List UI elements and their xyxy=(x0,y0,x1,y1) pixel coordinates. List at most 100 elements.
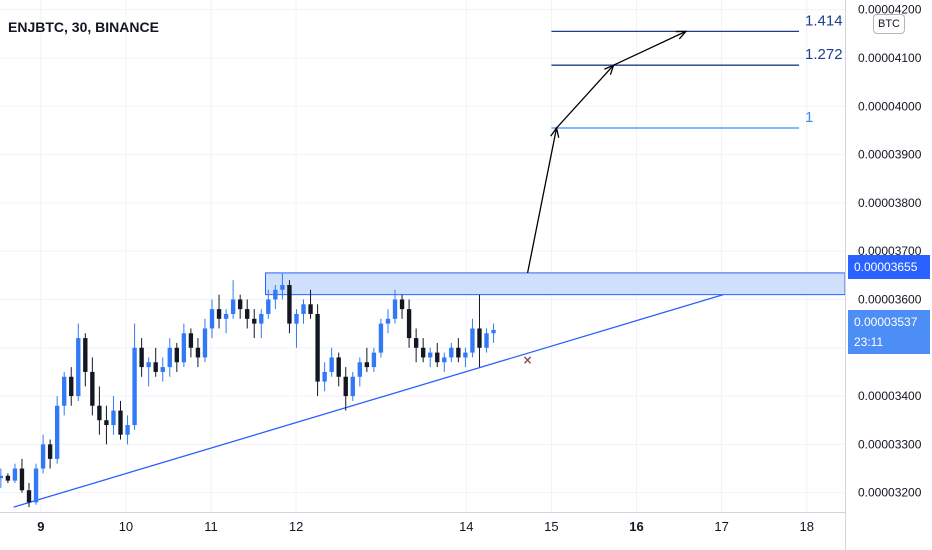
candle-body xyxy=(315,313,320,382)
y-tick-label: 0.00004100 xyxy=(858,51,922,65)
candle-body xyxy=(54,405,60,459)
current-price-tag: 0.00003537 23:11 xyxy=(848,310,930,354)
candle-body xyxy=(237,299,243,310)
candle-body xyxy=(0,475,4,479)
current-price-label: 0.00003537 xyxy=(854,315,918,329)
x-tick-label: 10 xyxy=(119,519,133,534)
candle-body xyxy=(470,328,475,353)
candle-body xyxy=(195,347,201,358)
currency-button[interactable]: BTC xyxy=(873,14,905,34)
y-tick-label: 0.00004000 xyxy=(858,99,922,113)
candle-body xyxy=(139,347,144,368)
candle-body xyxy=(378,323,384,353)
candle-body xyxy=(259,313,264,324)
resistance-zone-rect xyxy=(264,272,846,296)
x-tick-label: 14 xyxy=(459,519,473,534)
bar-countdown-label: 23:11 xyxy=(854,335,884,349)
support-trendline xyxy=(13,294,724,508)
projection-arrow-line xyxy=(613,30,687,66)
candle-body xyxy=(62,376,67,406)
candle-body xyxy=(456,347,461,358)
candle-body xyxy=(160,367,165,372)
support-trendline-line xyxy=(13,294,724,508)
y-tick-label: 0.00003200 xyxy=(858,486,922,500)
candle-body xyxy=(428,352,433,358)
fib-level-label: 1 xyxy=(805,109,813,126)
fib-level-label: 1.414 xyxy=(805,12,843,29)
candle-body xyxy=(181,333,187,363)
candle-body xyxy=(252,318,257,324)
candle-body xyxy=(463,352,468,358)
candle-body xyxy=(188,333,194,348)
candle-body xyxy=(118,410,123,435)
candle-body xyxy=(420,347,426,358)
x-tick-label: 16 xyxy=(629,519,643,534)
x-tick-label: 9 xyxy=(37,519,44,534)
candle-body xyxy=(329,357,334,372)
candle-body xyxy=(435,352,440,363)
candle-body xyxy=(413,338,419,348)
candle-body xyxy=(230,299,236,314)
candle-body xyxy=(442,357,447,363)
x-tick-label: 11 xyxy=(204,519,218,534)
candle-body xyxy=(33,468,39,503)
candle-body xyxy=(104,420,109,426)
candle-body xyxy=(350,376,355,397)
axes xyxy=(0,0,846,550)
candle-body xyxy=(69,376,74,397)
candle-body xyxy=(12,468,18,481)
candle-body xyxy=(111,410,116,426)
candle-body xyxy=(26,490,32,503)
candle-body xyxy=(209,309,215,329)
candle-body xyxy=(273,289,278,300)
projection-arrow-line xyxy=(526,127,558,274)
candle-body xyxy=(449,347,454,358)
candle-body xyxy=(392,299,398,319)
x-axis-ticks: 9 10 11 12 14 15 16 17 18 xyxy=(37,519,814,534)
x-tick-label: 12 xyxy=(289,519,303,534)
candle-body xyxy=(90,371,95,406)
candle-body xyxy=(280,284,285,290)
x-tick-label: 18 xyxy=(799,519,813,534)
y-tick-label: 0.00003300 xyxy=(858,437,922,451)
candle-body xyxy=(484,333,489,348)
marker-x: × xyxy=(523,353,533,367)
candle-body xyxy=(477,328,482,348)
candle-body xyxy=(83,338,88,372)
candle-body xyxy=(125,425,130,435)
candle-body xyxy=(146,362,151,368)
fib-labels: 1.414 1.272 1 xyxy=(805,12,843,126)
candle-body xyxy=(308,304,313,314)
candle-body xyxy=(399,299,405,310)
candle-body xyxy=(202,328,208,358)
candle-body xyxy=(223,313,229,319)
y-tick-label: 0.00003900 xyxy=(858,148,922,162)
candlestick-series xyxy=(0,272,496,508)
candle-body xyxy=(385,318,391,324)
candle-body xyxy=(174,347,179,363)
candle-body xyxy=(406,309,412,339)
projection-arrow-line xyxy=(556,64,615,129)
grid xyxy=(0,0,845,512)
fib-levels xyxy=(551,30,800,129)
resistance-zone xyxy=(264,272,846,296)
projection-arrow-head xyxy=(675,30,688,40)
y-tick-label: 0.00003600 xyxy=(858,292,922,306)
x-tick-label: 17 xyxy=(714,519,728,534)
candle-body xyxy=(245,309,250,319)
candle-body xyxy=(371,352,377,368)
candle-body xyxy=(357,362,363,377)
x-tick-label: 15 xyxy=(544,519,558,534)
candle-body xyxy=(47,444,53,459)
candle-body xyxy=(97,405,102,421)
projection-arrows xyxy=(526,30,688,274)
marker-layer: × xyxy=(523,353,533,367)
y-tick-label: 0.00003800 xyxy=(858,196,922,210)
candle-body xyxy=(153,362,158,372)
candle-body xyxy=(19,468,25,491)
candle-body xyxy=(5,475,11,481)
candle-body xyxy=(40,444,46,469)
candle-body xyxy=(167,347,172,368)
candle-body xyxy=(301,304,306,314)
